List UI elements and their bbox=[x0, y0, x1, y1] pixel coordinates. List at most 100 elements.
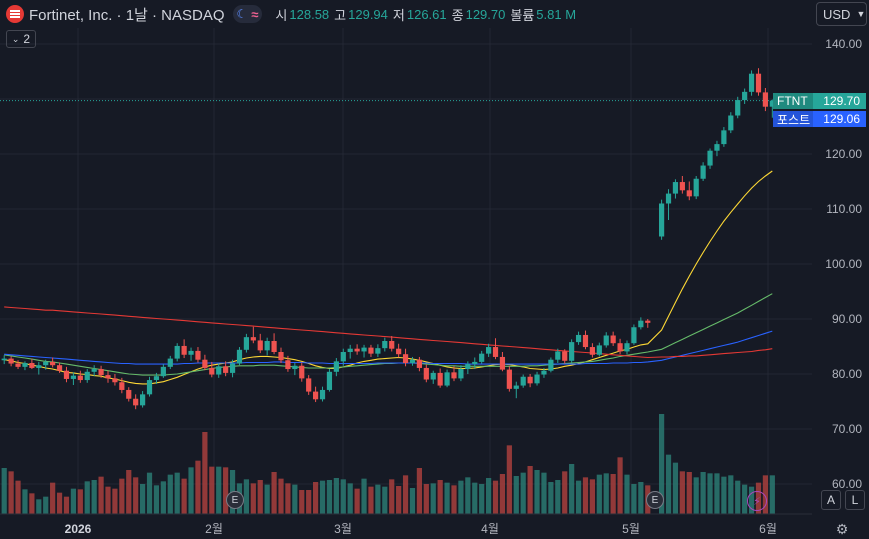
volume-bar bbox=[679, 471, 685, 514]
post-market-tag: 포스트 129.06 bbox=[773, 111, 866, 127]
candle-body bbox=[735, 100, 741, 116]
auto-scale-button[interactable]: A bbox=[821, 490, 841, 510]
volume-bar bbox=[84, 481, 90, 514]
candle-body bbox=[755, 73, 762, 93]
candle-body bbox=[631, 327, 637, 344]
volume-bar bbox=[271, 472, 277, 514]
settings-gear-icon[interactable]: ⚙ bbox=[835, 520, 849, 537]
volume-bar bbox=[714, 473, 720, 514]
candle-body bbox=[430, 372, 436, 380]
candle-body bbox=[437, 372, 443, 386]
symbol-title[interactable]: Fortinet, Inc. · 1날 · NASDAQ bbox=[29, 6, 225, 24]
price-tick-label: 100.00 bbox=[825, 257, 862, 271]
candle-body bbox=[153, 376, 160, 381]
wave-icon[interactable]: ≈ bbox=[251, 6, 259, 22]
volume-value: 5.81 M bbox=[536, 6, 577, 22]
volume-bar bbox=[479, 484, 485, 514]
candle-body bbox=[195, 350, 201, 360]
volume-bar bbox=[513, 476, 519, 514]
earnings-event-icon[interactable]: E bbox=[646, 491, 664, 509]
volume-bar bbox=[15, 480, 21, 514]
post-price-value: 129.06 bbox=[823, 112, 860, 126]
candle-body bbox=[707, 150, 713, 166]
candle-body bbox=[29, 363, 35, 368]
candle-body bbox=[63, 370, 70, 379]
time-tick-label: 2026 bbox=[65, 522, 92, 536]
log-scale-button[interactable]: L bbox=[845, 490, 865, 510]
volume-bar bbox=[499, 474, 506, 514]
currency-button[interactable]: USD ▼ bbox=[816, 2, 867, 26]
candle-body bbox=[492, 347, 499, 357]
candle-body bbox=[264, 341, 270, 351]
volume-bar bbox=[292, 484, 298, 514]
candle-body bbox=[748, 73, 755, 92]
candle-body bbox=[486, 347, 492, 354]
price-tick-label: 80.00 bbox=[832, 367, 862, 381]
earnings-event-icon[interactable]: E bbox=[226, 491, 244, 509]
indicator-collapse-button[interactable]: ⌄ 2 bbox=[6, 30, 36, 48]
candle-body bbox=[534, 374, 540, 384]
candle-body bbox=[98, 369, 104, 376]
candle-body bbox=[319, 389, 326, 400]
candle-body bbox=[36, 365, 42, 368]
high-label: 고 bbox=[334, 7, 347, 23]
volume-bar bbox=[769, 475, 775, 514]
time-tick-label: 6월 bbox=[759, 522, 777, 536]
volume-bar bbox=[319, 480, 326, 514]
volume-bar bbox=[396, 486, 402, 514]
volume-bar bbox=[548, 482, 554, 514]
volume-bar bbox=[610, 474, 616, 514]
candle-body bbox=[769, 100, 775, 107]
candle-body bbox=[513, 385, 519, 389]
lightning-icon[interactable]: ⚡ bbox=[747, 491, 767, 511]
post-label: 포스트 bbox=[773, 111, 813, 127]
currency-label: USD bbox=[823, 6, 851, 22]
candle-body bbox=[589, 347, 595, 355]
candle-body bbox=[451, 372, 457, 379]
candle-body bbox=[541, 370, 547, 375]
symbol-label: FTNT bbox=[773, 93, 813, 109]
volume-bar bbox=[402, 475, 409, 514]
volume-bar bbox=[326, 480, 333, 514]
session-badges[interactable]: ☾ ≈ bbox=[232, 5, 263, 23]
candle-body bbox=[520, 376, 526, 386]
candle-body bbox=[105, 375, 111, 379]
volume-bar bbox=[56, 492, 63, 514]
close-value: 129.70 bbox=[465, 6, 506, 22]
volume-bar bbox=[423, 484, 429, 514]
candle-body bbox=[569, 342, 575, 361]
candle-body bbox=[299, 365, 305, 379]
open-label: 시 bbox=[275, 7, 288, 23]
volume-bar bbox=[672, 462, 679, 514]
time-axis[interactable]: 2026 2월 3월 4월 5월 6월 bbox=[0, 513, 812, 536]
candle-body bbox=[361, 347, 367, 352]
candle-body bbox=[333, 361, 339, 372]
price-tick-label: 90.00 bbox=[832, 312, 862, 326]
candle-body bbox=[43, 361, 49, 366]
volume-bar bbox=[264, 484, 270, 514]
candle-body bbox=[354, 348, 360, 352]
candle-body bbox=[548, 359, 554, 371]
volume-bar bbox=[492, 480, 499, 514]
moving-average-line bbox=[4, 170, 773, 385]
candle-body bbox=[84, 371, 90, 381]
candle-body bbox=[326, 371, 333, 390]
volume-bar bbox=[693, 477, 699, 514]
candle-body bbox=[416, 359, 422, 368]
candle-body bbox=[506, 369, 512, 389]
candle-body bbox=[396, 348, 402, 355]
volume-bar bbox=[299, 490, 305, 514]
volume-bar bbox=[520, 472, 526, 514]
high-value: 129.94 bbox=[348, 6, 388, 22]
fortinet-logo-icon bbox=[6, 5, 24, 23]
volume-bar bbox=[50, 482, 56, 514]
candle-body bbox=[70, 375, 76, 379]
candle-body bbox=[409, 359, 416, 363]
candle-body bbox=[610, 335, 616, 344]
candle-body bbox=[603, 335, 609, 346]
time-tick-label: 5월 bbox=[622, 522, 640, 536]
volume-bar bbox=[333, 478, 339, 514]
volume-bar bbox=[534, 470, 540, 514]
moon-icon[interactable]: ☾ bbox=[236, 7, 248, 21]
